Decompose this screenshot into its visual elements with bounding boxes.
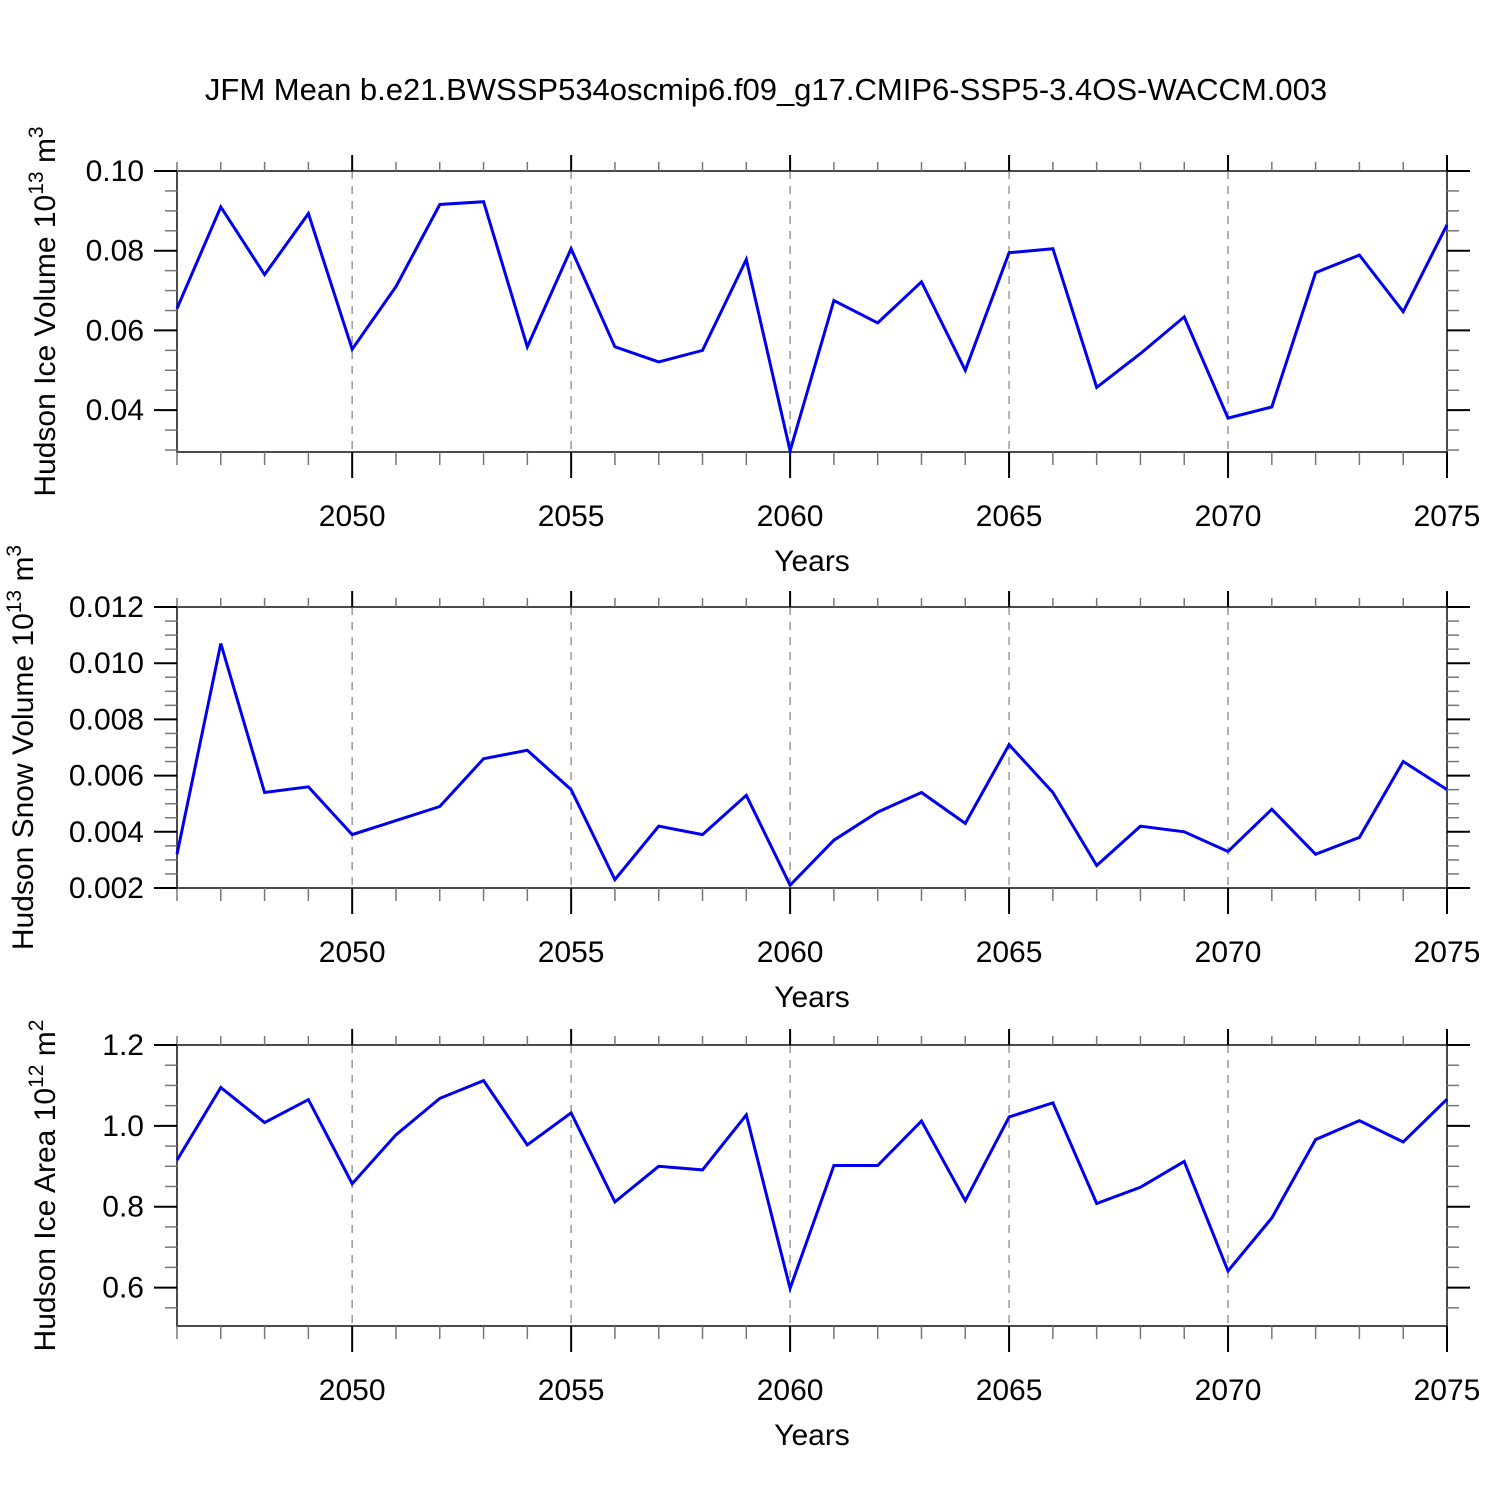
x-tick-label: 2060 — [757, 500, 824, 533]
x-tick-label: 2065 — [976, 936, 1043, 969]
x-tick-label: 2060 — [757, 1374, 824, 1407]
y-axis-label-superscript: 12 — [25, 1065, 48, 1088]
y-axis-label-text: m — [29, 138, 62, 171]
y-tick-label: 0.012 — [69, 591, 144, 624]
panel-hudson-snow-volume: 2050 2055 2060 2065 2070 2075 Years 0.002 0.004 0… — [3, 545, 1480, 1014]
y-tick-label: 0.04 — [86, 394, 144, 427]
y-tick-label: 0.08 — [86, 235, 144, 268]
x-tick-label: 2075 — [1414, 1374, 1481, 1407]
x-axis-label: Years — [774, 545, 850, 578]
y-axis-label-text: Hudson Ice Area 10 — [29, 1088, 62, 1352]
y-axis-label-superscript: 2 — [25, 1020, 48, 1032]
data-line-hudson-snow-volume — [175, 643, 1448, 888]
x-tick-label: 2060 — [757, 936, 824, 969]
y-tick-label: 0.6 — [102, 1272, 144, 1305]
page-title: JFM Mean b.e21.BWSSP534oscmip6.f09_g17.C… — [204, 72, 1328, 107]
x-tick-label: 2070 — [1195, 1374, 1262, 1407]
y-tick-label: 1.2 — [102, 1029, 144, 1062]
y-tick-label: 0.006 — [69, 760, 144, 793]
data-line-hudson-ice-volume — [175, 200, 1449, 457]
y-tick-label: 0.004 — [69, 816, 144, 849]
plot-frame — [176, 606, 1448, 889]
plot-frame — [176, 1044, 1448, 1327]
y-axis-label-superscript: 3 — [25, 126, 48, 138]
x-tick-label: 2070 — [1195, 500, 1262, 533]
plot-frame — [176, 170, 1448, 453]
x-tick-label: 2050 — [319, 936, 386, 969]
y-tick-label: 0.008 — [69, 703, 144, 736]
x-tick-label: 2055 — [538, 936, 605, 969]
x-tick-label: 2065 — [976, 500, 1043, 533]
x-tick-label: 2075 — [1414, 936, 1481, 969]
x-tick-label: 2050 — [319, 1374, 386, 1407]
y-tick-label: 0.8 — [102, 1191, 144, 1224]
y-axis-label-text: Hudson Snow Volume 10 — [7, 613, 40, 950]
x-tick-label: 2055 — [538, 1374, 605, 1407]
y-axis-label: Hudson Ice Area 1012 m2 — [25, 1020, 62, 1352]
x-tick-label: 2075 — [1414, 500, 1481, 533]
y-axis-label: Hudson Ice Volume 1013 m3 — [25, 126, 62, 496]
x-axis-label: Years — [774, 981, 850, 1014]
y-axis-label-text: m — [7, 557, 40, 590]
x-axis-label: Years — [774, 1419, 850, 1452]
y-axis-label-text: Hudson Ice Volume 10 — [29, 195, 62, 497]
y-tick-label: 1.0 — [102, 1110, 144, 1143]
y-axis-label-superscript: 13 — [3, 590, 26, 613]
x-tick-label: 2065 — [976, 1374, 1043, 1407]
x-tick-label: 2055 — [538, 500, 605, 533]
y-tick-label: 0.10 — [86, 155, 144, 188]
data-line-hudson-ice-area — [175, 1078, 1449, 1294]
y-axis-label-text: m — [29, 1031, 62, 1064]
x-tick-label: 2070 — [1195, 936, 1262, 969]
x-tick-label: 2050 — [319, 500, 386, 533]
y-tick-label: 0.002 — [69, 872, 144, 905]
y-tick-label: 0.06 — [86, 314, 144, 347]
y-tick-label: 0.010 — [69, 647, 144, 680]
panel-hudson-ice-area: 2050 2055 2060 2065 2070 2075 Years 0.6 0.8 1.0 1.… — [25, 1020, 1480, 1452]
y-axis-label-superscript: 3 — [3, 545, 26, 557]
y-axis-label-superscript: 13 — [25, 171, 48, 194]
y-axis-label: Hudson Snow Volume 1013 m3 — [3, 545, 40, 950]
panel-hudson-ice-volume: 2050 2055 2060 2065 2070 2075 Years 0.04 0.06 0.0… — [25, 126, 1480, 578]
